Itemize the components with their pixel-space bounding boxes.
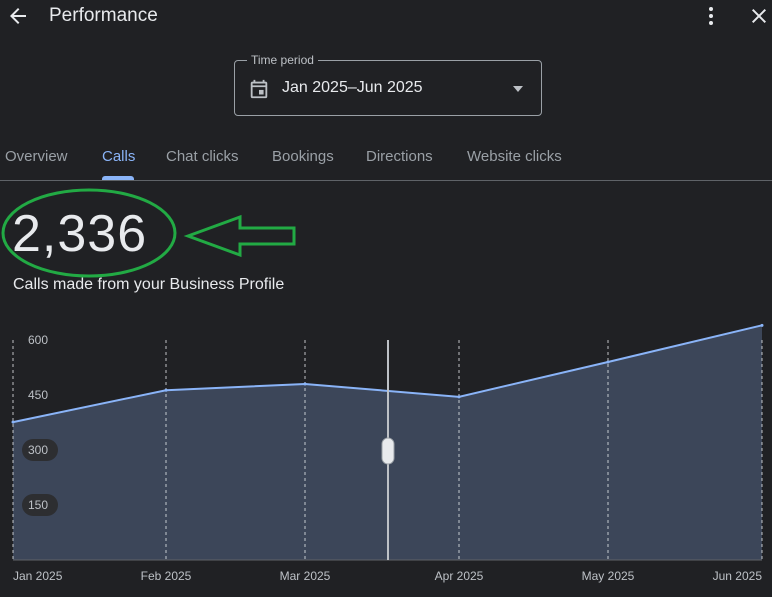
scrub-handle — [381, 437, 395, 465]
x-tick-label-1: Feb 2025 — [141, 569, 192, 583]
calls-chart: 600 450 300 150 Jan 2025 Feb 2025 Mar 2025 Apr … — [0, 300, 772, 597]
y-tick-label-0: 600 — [28, 333, 48, 347]
x-tick-label-3: Apr 2025 — [435, 569, 484, 583]
data-point-4 — [606, 360, 610, 364]
calls-area-chart: 600 450 300 150 Jan 2025 Feb 2025 Mar 2025 Apr … — [11, 323, 764, 583]
x-tick-label-2: Mar 2025 — [280, 569, 331, 583]
x-tick-label-5: Jun 2025 — [713, 569, 763, 583]
data-point-3 — [457, 395, 461, 399]
y-tick-label-2: 300 — [28, 443, 48, 457]
more-vert-icon[interactable] — [699, 4, 723, 28]
y-tick-label-1: 450 — [28, 388, 48, 402]
tab-calls[interactable]: Calls — [102, 148, 136, 165]
y-tick-label-3: 150 — [28, 498, 48, 512]
caret-down-icon — [511, 82, 525, 96]
page-title: Performance — [49, 5, 158, 26]
close-icon[interactable] — [747, 4, 771, 28]
tab-bar: Overview Calls Chat clicks Bookings Dire… — [0, 138, 772, 181]
time-period-select[interactable]: Time period Jan 2025–Jun 2025 — [234, 53, 542, 116]
tab-directions[interactable]: Directions — [366, 148, 433, 165]
time-period-value: Jan 2025–Jun 2025 — [282, 79, 423, 96]
time-period-label: Time period — [247, 53, 318, 67]
tab-chat-clicks[interactable]: Chat clicks — [166, 148, 239, 165]
y-tick-pill-3 — [22, 494, 58, 516]
y-tick-pill-2 — [22, 439, 58, 461]
calls-description: Calls made from your Business Profile — [13, 276, 285, 293]
series-line — [12, 324, 763, 424]
data-point-5 — [760, 323, 764, 327]
x-tick-label-0: Jan 2025 — [13, 569, 63, 583]
data-point-2 — [303, 382, 307, 386]
tab-overview[interactable]: Overview — [5, 148, 68, 165]
tab-website-clicks[interactable]: Website clicks — [467, 148, 562, 165]
arrow-left-icon[interactable] — [6, 4, 30, 28]
header: Performance — [0, 0, 772, 34]
data-point-0 — [11, 420, 15, 424]
active-tab-indicator — [102, 176, 134, 180]
calls-total: 2,336 — [12, 205, 148, 263]
tab-bookings[interactable]: Bookings — [272, 148, 334, 165]
x-tick-label-4: May 2025 — [582, 569, 635, 583]
calendar-icon — [248, 78, 270, 100]
data-point-1 — [164, 388, 168, 392]
